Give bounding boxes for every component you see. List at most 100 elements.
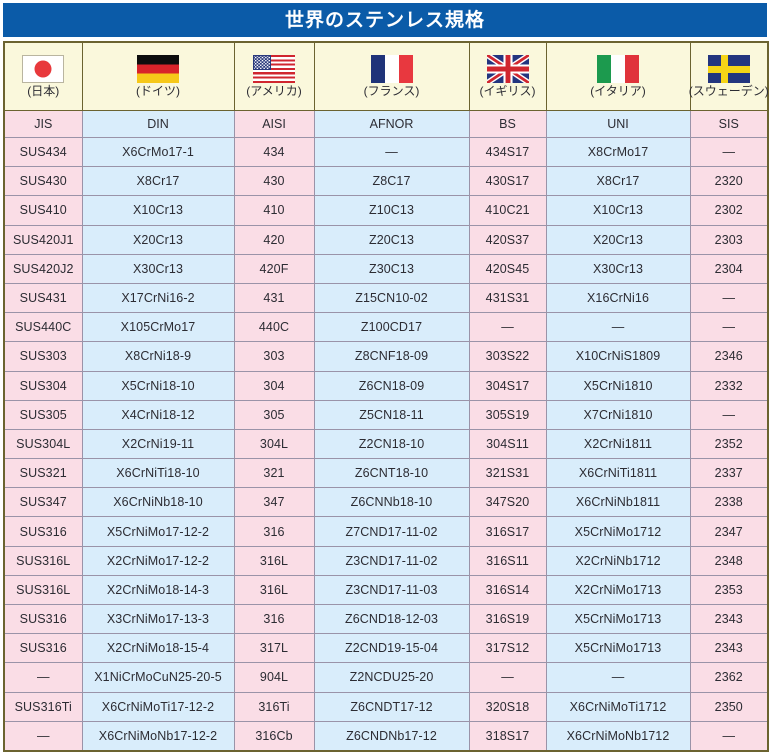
table-row: SUS316Ti X6CrNiMoTi17-12-2 316Ti Z6CNDT17-1… bbox=[3, 691, 769, 722]
country-header-cell-aisi: (アメリカ) bbox=[233, 41, 315, 111]
table-row: SUS420J1 X20Cr13 420 Z20C13 420S37 X20Cr13 230… bbox=[3, 224, 769, 255]
cell-sis: 2346 bbox=[689, 341, 769, 372]
table-row: SUS321 X6CrNiTi18-10 321 Z6CNT18-10 321S31 X6… bbox=[3, 458, 769, 489]
cell-uni: X5CrNiMo1713 bbox=[545, 603, 691, 635]
cell-bs: 316S14 bbox=[468, 574, 547, 606]
cell-aisi: 420F bbox=[233, 253, 315, 284]
column-header-jis: JIS bbox=[3, 110, 83, 138]
table-row: SUS304 X5CrNi18-10 304 Z6CN18-09 304S17 X5CrN… bbox=[3, 370, 769, 401]
cell-uni: X8Cr17 bbox=[545, 166, 691, 197]
cell-din: X2CrNiMo18-14-3 bbox=[81, 574, 235, 606]
cell-din: X6CrNiTi18-10 bbox=[81, 458, 235, 489]
column-header-bs: BS bbox=[468, 110, 547, 138]
cell-sis: 2332 bbox=[689, 370, 769, 401]
table-row: SUS305 X4CrNi18-12 305 Z5CN18-11 305S19 X7CrN… bbox=[3, 399, 769, 430]
cell-jis: SUS305 bbox=[3, 399, 83, 430]
cell-jis: SUS316 bbox=[3, 516, 83, 547]
cell-din: X6CrMo17-1 bbox=[81, 136, 235, 168]
cell-aisi: 316 bbox=[233, 603, 315, 635]
cell-aisi: 410 bbox=[233, 195, 315, 226]
cell-aisi: 440C bbox=[233, 312, 315, 343]
cell-uni: X5CrNiMo1713 bbox=[545, 633, 691, 664]
cell-bs: 434S17 bbox=[468, 136, 547, 168]
table-row: SUS316 X2CrNiMo18-15-4 317L Z2CND19-15-04 31… bbox=[3, 633, 769, 664]
cell-aisi: 316L bbox=[233, 574, 315, 606]
flag-japan-icon bbox=[22, 55, 65, 83]
cell-bs: 317S12 bbox=[468, 633, 547, 664]
cell-uni: X16CrNi16 bbox=[545, 282, 691, 314]
cell-uni: X6CrNiTi1811 bbox=[545, 458, 691, 489]
cell-uni: X7CrNi1810 bbox=[545, 399, 691, 430]
cell-din: X6CrNiMoTi17-12-2 bbox=[81, 691, 235, 722]
cell-jis: SUS347 bbox=[3, 487, 83, 518]
cell-aisi: 347 bbox=[233, 487, 315, 518]
country-label-germany: (ドイツ) bbox=[136, 84, 180, 98]
cell-bs: — bbox=[468, 312, 547, 343]
country-flag-header-row: (日本) (ドイツ) (アメリカ) bbox=[3, 41, 769, 111]
cell-aisi: 316Ti bbox=[233, 691, 315, 722]
cell-afnor: Z8CNF18-09 bbox=[313, 341, 470, 372]
cell-jis: — bbox=[3, 720, 83, 752]
cell-afnor: Z8C17 bbox=[313, 166, 470, 197]
cell-aisi: 316L bbox=[233, 545, 315, 576]
cell-aisi: 904L bbox=[233, 662, 315, 693]
table-row: SUS434 X6CrMo17-1 434—434S17 X8CrMo17— bbox=[3, 136, 769, 168]
cell-bs: 410C21 bbox=[468, 195, 547, 226]
flag-france-icon bbox=[370, 55, 413, 83]
cell-bs: 430S17 bbox=[468, 166, 547, 197]
cell-aisi: 303 bbox=[233, 341, 315, 372]
country-header-cell-afnor: (フランス) bbox=[313, 41, 470, 111]
table-row: SUS304L X2CrNi19-11 304L Z2CN18-10 304S11 X2C… bbox=[3, 428, 769, 460]
cell-din: X4CrNi18-12 bbox=[81, 399, 235, 430]
cell-afnor: Z3CND17-11-02 bbox=[313, 545, 470, 576]
cell-din: X2CrNiMo17-12-2 bbox=[81, 545, 235, 576]
cell-din: X6CrNiNb18-10 bbox=[81, 487, 235, 518]
cell-jis: SUS316 bbox=[3, 633, 83, 664]
cell-afnor: Z2CN18-10 bbox=[313, 428, 470, 460]
cell-din: X10Cr13 bbox=[81, 195, 235, 226]
cell-sis: 2350 bbox=[689, 691, 769, 722]
cell-jis: SUS316Ti bbox=[3, 691, 83, 722]
cell-bs: 321S31 bbox=[468, 458, 547, 489]
table-row: SUS430 X8Cr17 430 Z8C17 430S17 X8Cr17 2320 bbox=[3, 166, 769, 197]
country-label-usa: (アメリカ) bbox=[246, 84, 302, 98]
cell-bs: 347S20 bbox=[468, 487, 547, 518]
cell-uni: X5CrNiMo1712 bbox=[545, 516, 691, 547]
cell-uni: X30Cr13 bbox=[545, 253, 691, 284]
cell-sis: — bbox=[689, 720, 769, 752]
cell-sis: 2352 bbox=[689, 428, 769, 460]
cell-bs: 431S31 bbox=[468, 282, 547, 314]
cell-afnor: Z6CNDNb17-12 bbox=[313, 720, 470, 752]
cell-sis: — bbox=[689, 282, 769, 314]
table-row: SUS410 X10Cr13 410 Z10C13 410C21 X10Cr13 2302 bbox=[3, 195, 769, 226]
cell-sis: 2302 bbox=[689, 195, 769, 226]
cell-afnor: Z30C13 bbox=[313, 253, 470, 284]
country-label-uk: (イギリス) bbox=[479, 84, 536, 98]
stainless-standards-table: (日本) (ドイツ) (アメリカ) bbox=[3, 41, 769, 752]
cell-afnor: Z6CNNb18-10 bbox=[313, 487, 470, 518]
cell-afnor: Z20C13 bbox=[313, 224, 470, 255]
table-row: — X1NiCrMoCuN25-20-5 904L Z2NCDU25-20— —2362 bbox=[3, 662, 769, 693]
cell-jis: SUS430 bbox=[3, 166, 83, 197]
country-header-cell-jis: (日本) bbox=[3, 41, 83, 111]
cell-jis: SUS304 bbox=[3, 370, 83, 401]
cell-afnor: Z6CND18-12-03 bbox=[313, 603, 470, 635]
cell-afnor: Z2CND19-15-04 bbox=[313, 633, 470, 664]
cell-bs: 316S11 bbox=[468, 545, 547, 576]
cell-aisi: 316 bbox=[233, 516, 315, 547]
cell-din: X1NiCrMoCuN25-20-5 bbox=[81, 662, 235, 693]
cell-bs: 318S17 bbox=[468, 720, 547, 752]
cell-jis: SUS431 bbox=[3, 282, 83, 314]
country-header-cell-bs: (イギリス) bbox=[468, 41, 547, 111]
country-header-cell-uni: (イタリア) bbox=[545, 41, 691, 111]
cell-afnor: Z7CND17-11-02 bbox=[313, 516, 470, 547]
cell-din: X6CrNiMoNb17-12-2 bbox=[81, 720, 235, 752]
table-row: SUS316L X2CrNiMo17-12-2 316L Z3CND17-11-02 3… bbox=[3, 545, 769, 576]
page-root: 世界のステンレス規格 (日本) (ドイツ) bbox=[0, 3, 770, 752]
flag-italy-icon bbox=[597, 55, 639, 83]
standard-name-header-row: JIS DIN AISI AFNOR BS UNI SIS bbox=[3, 110, 769, 138]
cell-afnor: Z6CNT18-10 bbox=[313, 458, 470, 489]
cell-din: X2CrNi19-11 bbox=[81, 428, 235, 460]
cell-aisi: 304 bbox=[233, 370, 315, 401]
country-label-sweden: (スウェーデン) bbox=[688, 84, 769, 98]
